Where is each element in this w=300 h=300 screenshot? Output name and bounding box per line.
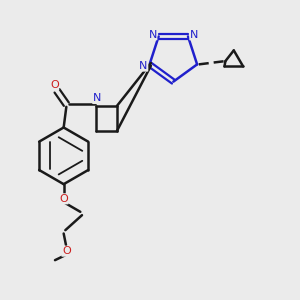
- Text: N: N: [140, 61, 148, 71]
- Text: O: O: [50, 80, 59, 90]
- Text: N: N: [148, 30, 157, 40]
- Text: N: N: [93, 94, 101, 103]
- Text: O: O: [59, 194, 68, 204]
- Text: O: O: [62, 246, 71, 256]
- Text: N: N: [190, 30, 198, 40]
